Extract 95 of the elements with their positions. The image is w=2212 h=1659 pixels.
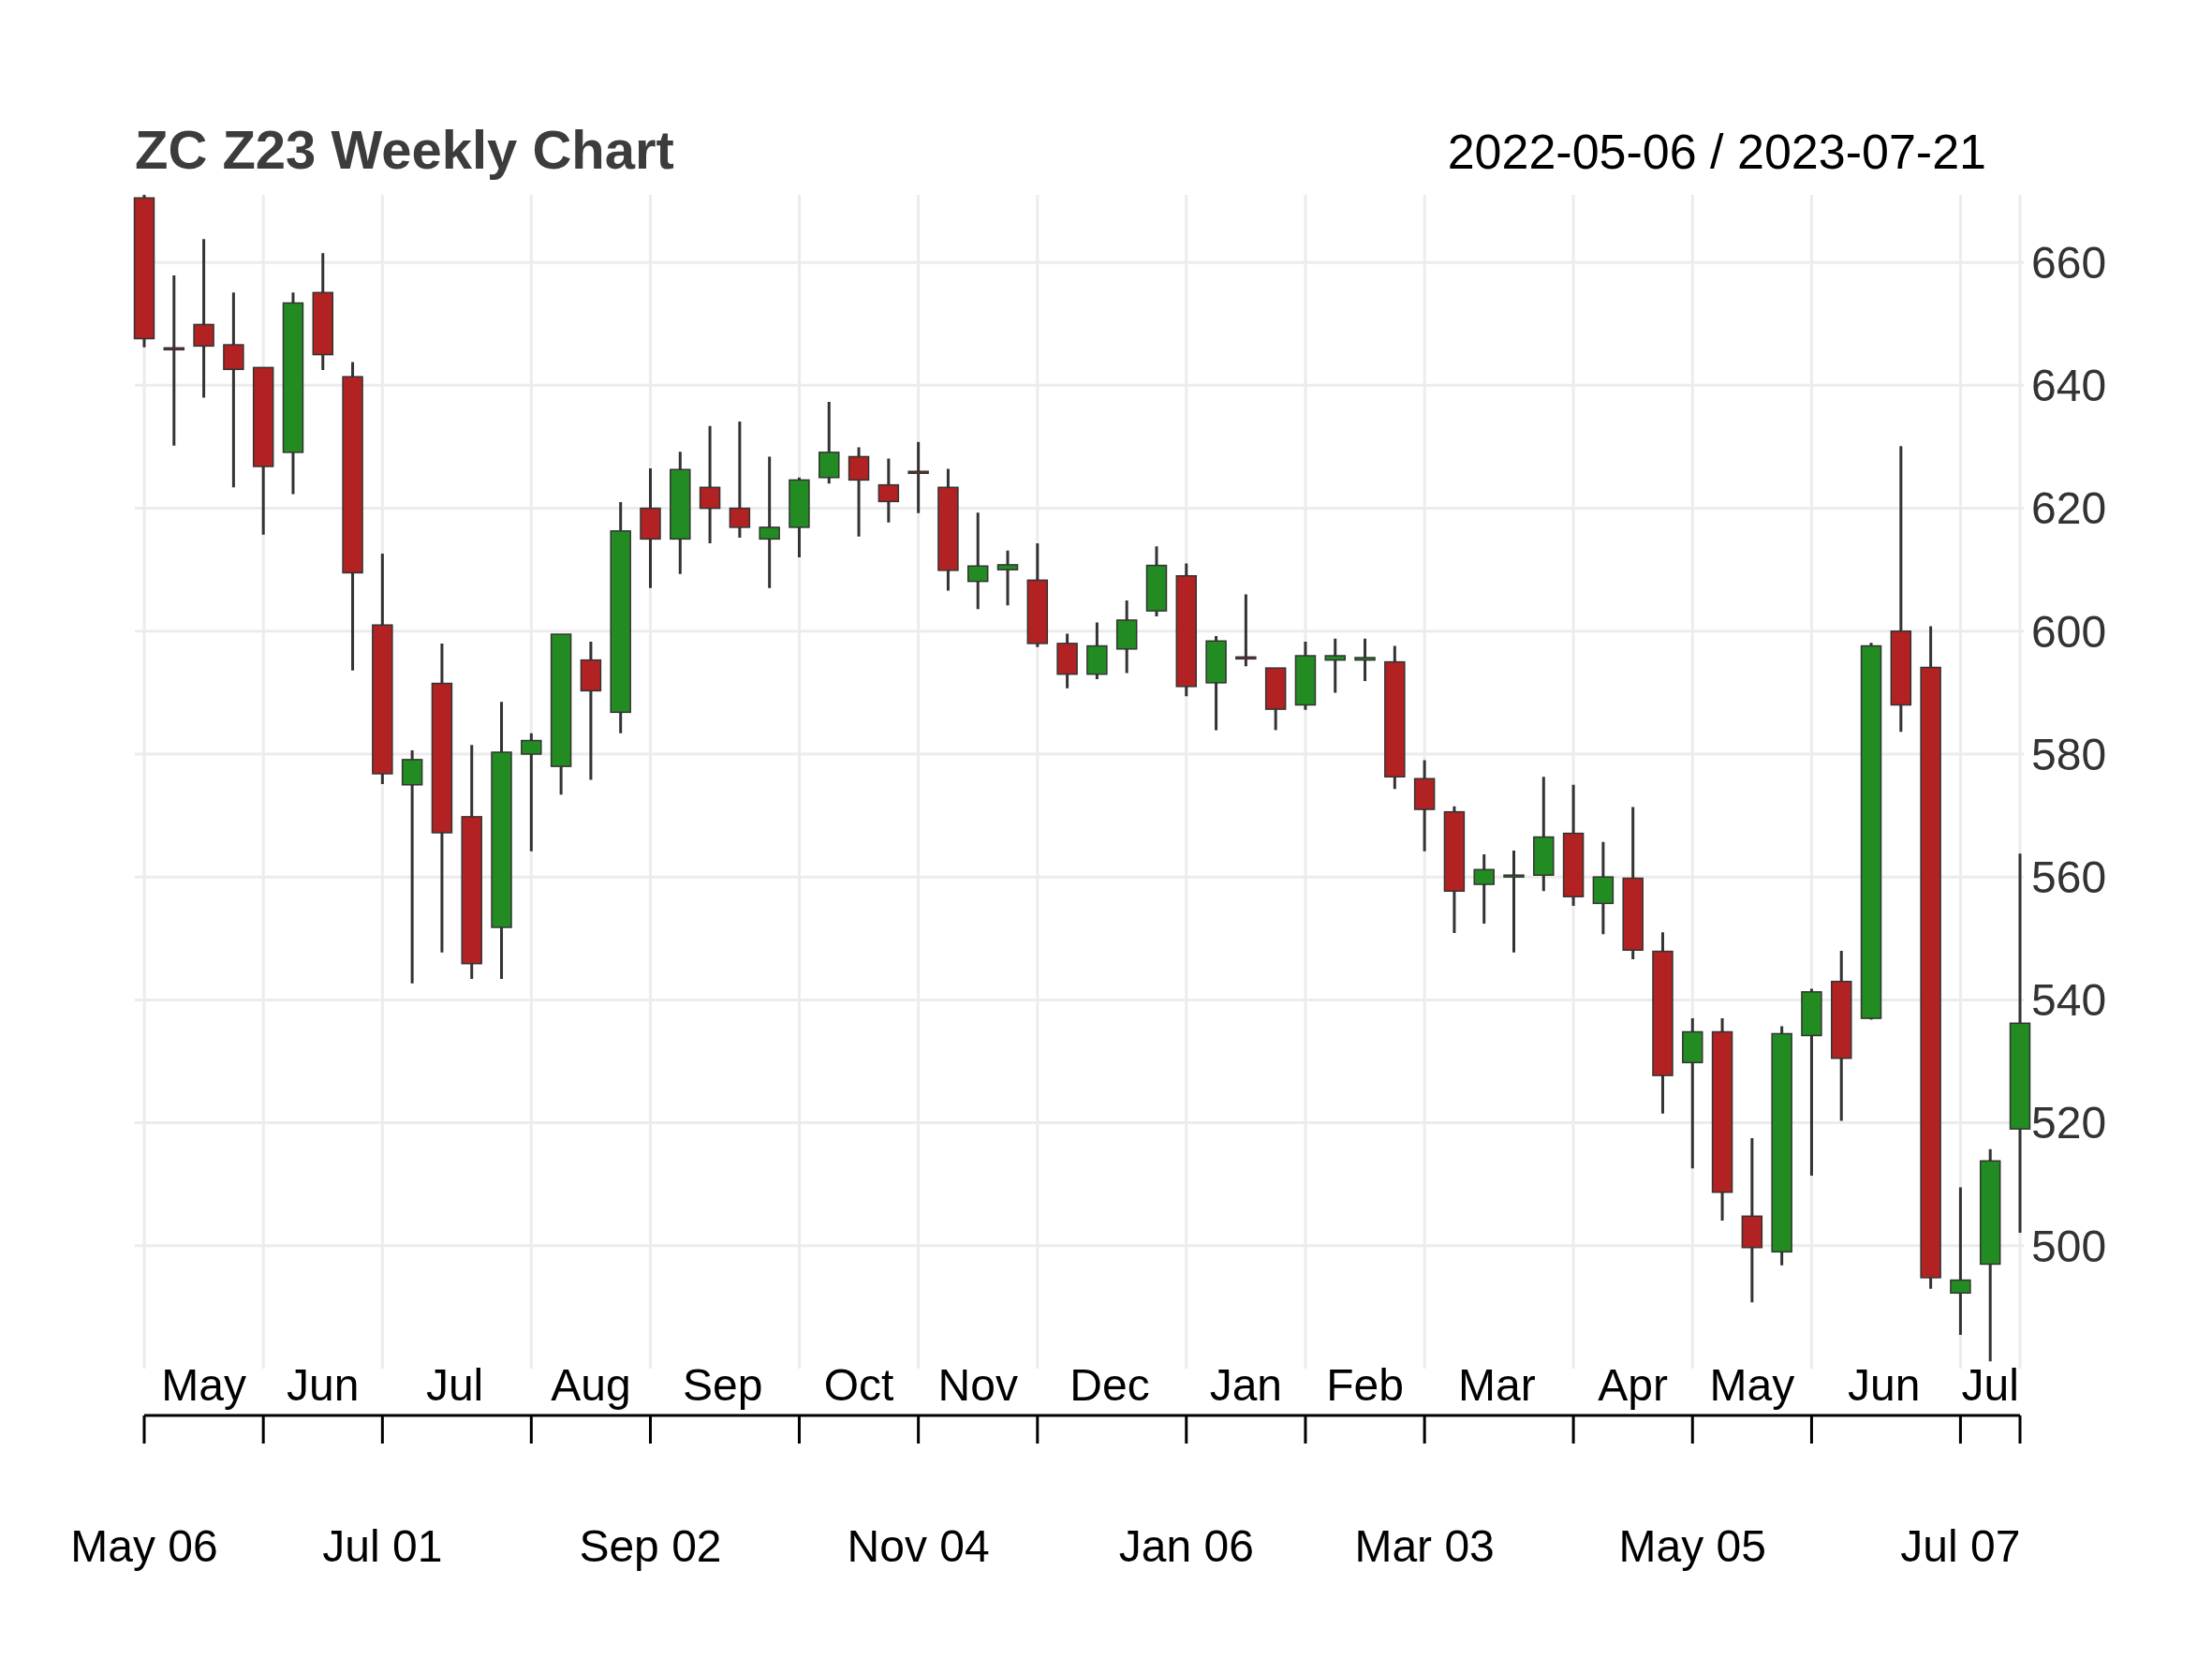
x-tick-label: Nov 04	[847, 1520, 990, 1571]
x2-tick-label: Jul	[1961, 1359, 2019, 1410]
x-tick-label: May 06	[70, 1520, 218, 1571]
candlestick	[1324, 638, 1346, 693]
candlestick	[1384, 645, 1406, 790]
candlestick	[342, 362, 363, 671]
x-tick-label: Mar 03	[1354, 1520, 1495, 1571]
candlestick	[550, 633, 572, 795]
chart-title: ZC Z23 Weekly Chart	[135, 119, 674, 180]
candlestick	[1026, 542, 1049, 647]
x-tick-label: Jul 01	[322, 1520, 443, 1571]
x-tick-label: Jul 07	[1900, 1520, 2021, 1571]
candlestick	[610, 502, 631, 733]
x2-tick-label: Jan	[1209, 1359, 1283, 1410]
candlestick	[252, 366, 274, 535]
candlestick	[818, 402, 840, 484]
x2-tick-label: May	[161, 1359, 246, 1410]
y-tick-label: 660	[2031, 237, 2107, 288]
candlestick	[1354, 638, 1376, 681]
candlestick	[1145, 546, 1168, 617]
x2-tick-label: Aug	[551, 1359, 631, 1410]
y-tick-label: 560	[2031, 852, 2107, 902]
candlestick	[1473, 853, 1495, 925]
candlestick	[1771, 1026, 1792, 1266]
candlestick	[1652, 932, 1674, 1114]
y-tick-label: 540	[2031, 975, 2107, 1026]
y-tick-label: 500	[2031, 1221, 2107, 1271]
candlestick	[491, 702, 512, 980]
candlestick	[1831, 950, 1852, 1121]
y-tick-label: 640	[2031, 361, 2107, 411]
x-tick-label: Sep 02	[579, 1520, 722, 1571]
candlestick	[1443, 806, 1466, 933]
candlestick	[729, 422, 751, 539]
candlestick	[670, 452, 691, 574]
candlestick	[1294, 641, 1317, 710]
candlestick	[937, 468, 959, 591]
candlestick	[580, 641, 602, 780]
candlestick	[1235, 594, 1257, 667]
candlestick	[1711, 1018, 1733, 1221]
candlestick	[461, 745, 482, 980]
x2-tick-label: May	[1709, 1359, 1795, 1410]
candlestick	[133, 195, 155, 348]
candlestick	[2009, 853, 2031, 1234]
x2-tick-label: Feb	[1326, 1359, 1404, 1410]
candlestick	[1920, 626, 1941, 1289]
candlestick	[521, 733, 542, 852]
x2-tick-label: Mar	[1458, 1359, 1536, 1410]
candlestick	[1413, 760, 1436, 852]
candlestick	[1682, 1018, 1703, 1169]
candlestick	[1890, 446, 1912, 733]
candlestick	[1056, 633, 1078, 689]
x2-tick-label: Jul	[425, 1359, 484, 1410]
candlestick	[431, 643, 453, 953]
candlestick	[1086, 622, 1108, 679]
x2-tick-label: Jun	[1847, 1359, 1921, 1410]
candlestick	[789, 477, 810, 558]
candlestick	[1592, 841, 1615, 935]
candlestick	[193, 239, 214, 398]
candlestick	[223, 292, 244, 488]
candlestick	[1741, 1137, 1763, 1303]
candlestick	[282, 292, 304, 495]
x2-tick-label: Jun	[287, 1359, 360, 1410]
candlestick	[996, 550, 1019, 606]
candlestick	[1950, 1187, 1971, 1335]
x2-tick-label: Dec	[1069, 1359, 1150, 1410]
candlestick	[848, 447, 870, 537]
x2-tick-label: Apr	[1598, 1359, 1669, 1410]
y-tick-label: 520	[2031, 1098, 2107, 1148]
x2-tick-label: Oct	[823, 1359, 894, 1410]
candlestick	[1205, 636, 1227, 731]
candlestick	[1115, 600, 1138, 674]
candlestick	[699, 425, 721, 543]
y-tick-label: 620	[2031, 483, 2107, 534]
candlestick	[312, 253, 333, 370]
candlestick	[1562, 784, 1585, 907]
candlestick	[1801, 988, 1822, 1177]
candlestick	[759, 456, 780, 588]
chart-subtitle: 2022-05-06 / 2023-07-21	[1447, 125, 1986, 179]
candlestick	[640, 467, 661, 588]
candlestick	[1979, 1148, 2001, 1362]
candlestick	[1622, 807, 1644, 960]
candlestick	[877, 458, 900, 523]
candlestick	[966, 512, 989, 610]
x-tick-label: May 05	[1618, 1520, 1766, 1571]
candlestick	[401, 750, 423, 984]
candlestick	[1533, 777, 1555, 892]
x2-tick-label: Nov	[937, 1359, 1018, 1410]
candlestick	[1503, 850, 1525, 953]
y-tick-label: 600	[2031, 606, 2107, 657]
candlestick	[1175, 563, 1198, 697]
x-tick-label: Jan 06	[1118, 1520, 1254, 1571]
candlestick	[372, 554, 393, 785]
y-tick-label: 580	[2031, 729, 2107, 779]
x2-tick-label: Sep	[683, 1359, 763, 1410]
candlestick	[907, 441, 929, 513]
